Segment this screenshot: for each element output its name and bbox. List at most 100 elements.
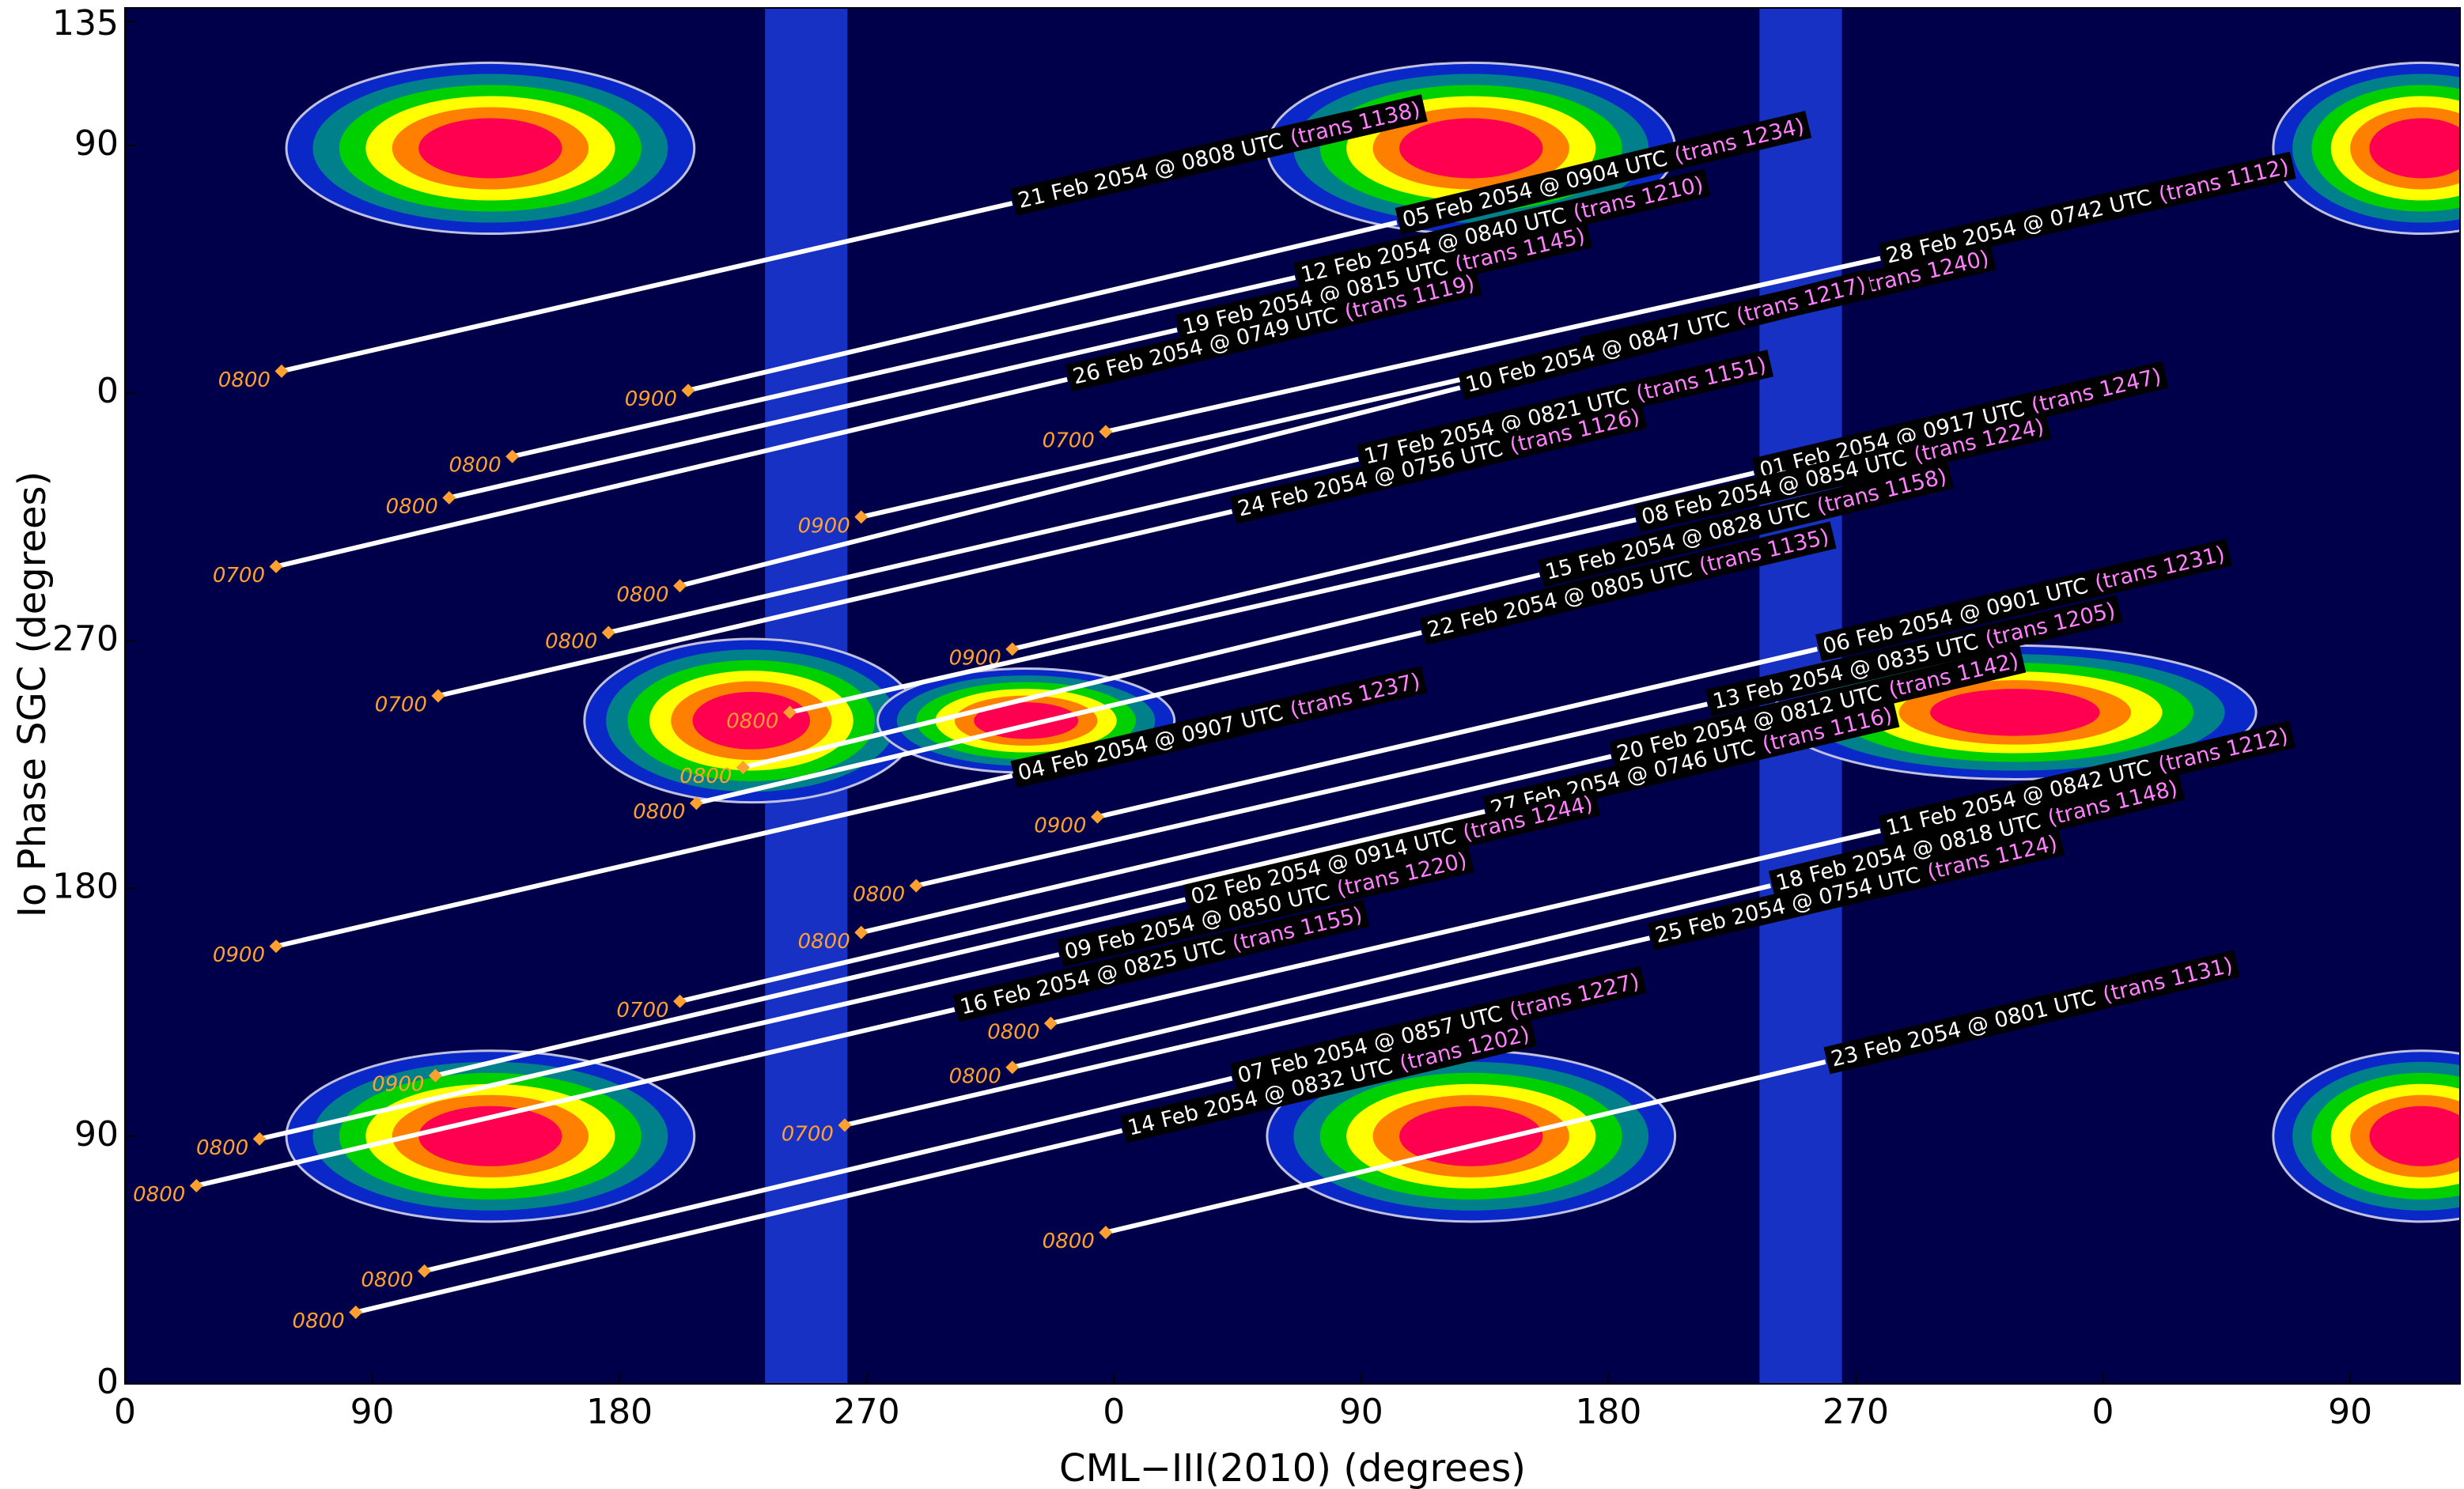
label-background [1010,666,1428,788]
start-marker [854,510,869,524]
x-axis-label: CML−III(2010) (degrees) [1059,1446,1526,1489]
start-label: 0900 [798,514,850,538]
start-marker [681,384,695,398]
y-tick-label: 270 [52,618,119,659]
x-tick-label: 90 [1339,1392,1383,1432]
start-marker [428,1068,442,1083]
track-line [1012,883,1771,1070]
start-label: 0800 [386,495,438,519]
contour [418,118,562,179]
start-marker [736,760,750,774]
label-background [1633,411,2052,532]
start-label: 0800 [449,454,502,478]
label-background [1878,720,2296,844]
contour [1399,1105,1543,1166]
start-label: 0700 [375,693,427,717]
x-tick-label: 0 [2092,1392,2114,1432]
start-marker [505,449,520,463]
track-line [915,701,1709,889]
track-line [687,220,1398,393]
x-tick-label: 90 [350,1392,395,1432]
track-line [275,773,1013,949]
start-label: 0800 [949,1064,1001,1088]
start-marker [1043,1016,1058,1030]
y-tick-label: 90 [74,1114,119,1155]
start-marker [1005,642,1020,656]
start-label: 0800 [218,368,271,392]
start-label: 0800 [361,1268,413,1292]
label-background [1458,269,1874,400]
track-line [512,275,1296,459]
label-background [1230,966,1647,1091]
start-label: 0800 [1043,1230,1095,1253]
track-line [437,508,1233,698]
start-label: 0800 [133,1183,185,1207]
start-marker [1090,810,1104,824]
label-background [1175,220,1592,342]
label-background [1609,645,2027,769]
label-background [1183,788,1600,913]
contour [1930,689,2100,736]
x-tick-label: 90 [2328,1392,2372,1432]
start-marker [854,925,869,939]
label-background [1705,595,2123,717]
start-marker [1099,425,1113,439]
start-label: 0700 [616,999,668,1022]
label-background [1065,267,1482,392]
contour [692,691,811,750]
start-label: 0900 [372,1073,424,1097]
track-line [281,201,1013,374]
label-background [1419,521,1837,645]
x-tick-label: 180 [586,1392,653,1432]
contour [2369,118,2460,179]
start-marker [418,1264,432,1278]
track-line [607,456,1360,635]
track-line [434,897,1187,1079]
start-label: 0700 [1043,429,1095,452]
label-background [1120,1018,1537,1143]
y-tick-label: 90 [74,123,119,164]
y-tick-label: 180 [52,867,119,907]
start-marker [442,490,456,505]
start-label: 0800 [987,1021,1039,1045]
start-marker [1099,1226,1113,1240]
y-axis-label: Io Phase SGC (degrees) [10,471,55,917]
start-marker [431,689,445,703]
plot-frame [124,7,2461,1385]
start-marker [909,879,923,893]
start-marker [782,705,797,720]
start-label: 0900 [213,943,265,967]
track-line [1012,471,1755,652]
track-line [789,517,1637,715]
track-line [861,754,1612,935]
track-line [449,327,1178,501]
label-background [1230,401,1648,524]
label-background [1357,350,1774,472]
start-marker [601,625,615,640]
start-label: 0800 [196,1136,248,1160]
label-background [1395,111,1812,236]
contour [2369,1105,2460,1166]
x-tick-label: 270 [1822,1392,1889,1432]
track-line [259,952,1060,1142]
start-marker [689,796,703,811]
contour [1399,118,1543,179]
start-label: 0700 [782,1122,834,1146]
x-tick-label: 270 [834,1392,900,1432]
label-background [1057,845,1474,967]
track-line [742,572,1541,770]
start-label: 0800 [798,930,850,954]
start-label: 0800 [633,800,685,824]
start-label: 0800 [726,709,778,733]
label-background [1752,361,2169,486]
start-label: 0800 [679,765,732,788]
track-line [1105,1059,1826,1235]
x-tick-label: 0 [114,1392,136,1432]
start-label: 0900 [1034,814,1086,838]
label-background [952,899,1370,1022]
start-label: 0800 [616,583,668,607]
start-marker [673,579,687,593]
track-line [1096,646,1819,820]
start-label: 0800 [853,883,905,907]
